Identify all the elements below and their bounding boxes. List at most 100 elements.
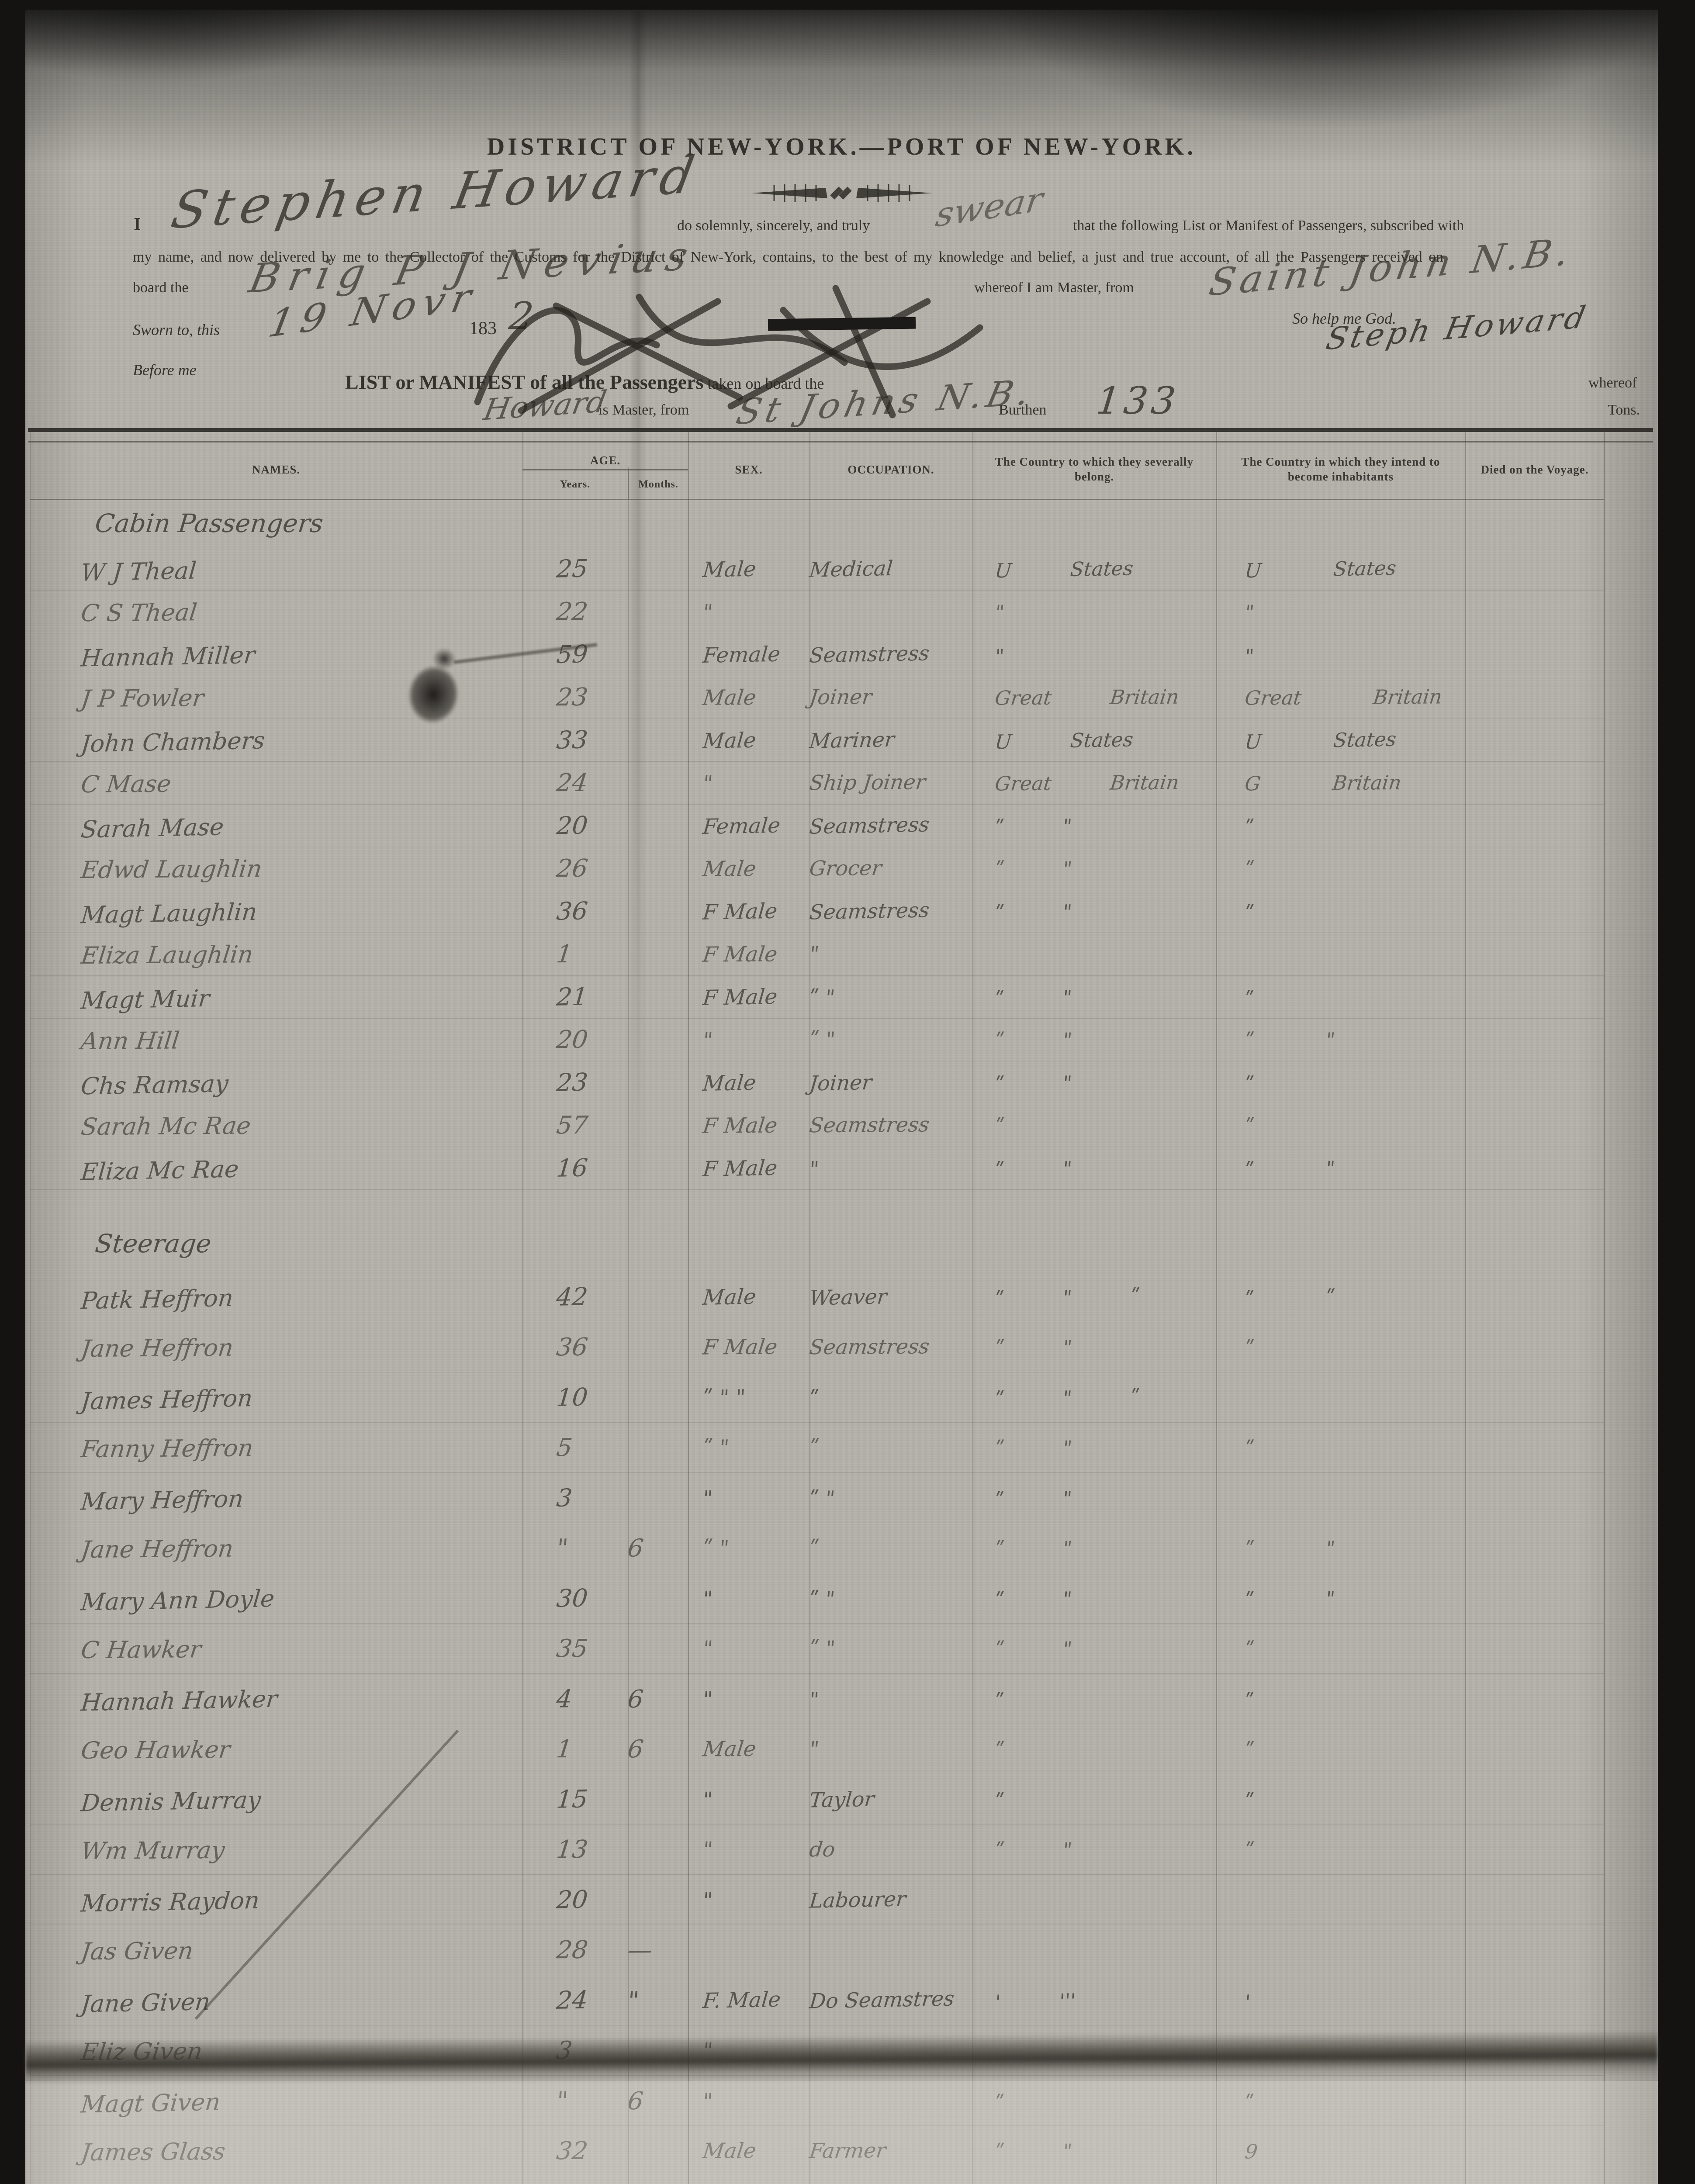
cell-inh: ʺ " xyxy=(1244,1586,1336,1612)
cell-name: Jane Heffron xyxy=(79,1334,235,1362)
table-row: Geo Hawker 1 6 Male " ʺ ʺ xyxy=(30,1724,1604,1774)
cell-name: Mary Ann Doyle xyxy=(80,1584,276,1616)
cell-m xyxy=(628,1598,688,1599)
cell-died xyxy=(1465,611,1604,612)
cell-inh: ʺ xyxy=(1243,1436,1256,1460)
cell-bel: U States xyxy=(994,728,1135,754)
cell-occ: " xyxy=(808,1687,820,1712)
cell-y: 35 xyxy=(555,1634,590,1663)
cell-sex: F Male xyxy=(701,1334,779,1360)
cell-name: Chs Ramsay xyxy=(80,1070,230,1100)
cell-bel: ʺ " xyxy=(994,900,1073,925)
cell-sex: Male xyxy=(702,728,757,753)
cell-inh xyxy=(1216,1496,1465,1500)
cell-occ: ʺ " xyxy=(808,1486,836,1511)
cell-y: 21 xyxy=(555,982,589,1012)
cell-sex: Male xyxy=(702,556,757,582)
header-years: Years. xyxy=(560,479,591,490)
cell-name: Hannah Hawker xyxy=(80,1685,279,1717)
table-row: Wm Murray 13 " do ʺ " ʺ xyxy=(30,1825,1604,1875)
table-row: Jane Heffron 36 F Male Seamstress ʺ " ʺ xyxy=(30,1322,1604,1372)
cell-bel: ʺ " xyxy=(993,1838,1073,1862)
table-row: Mary Ann Doyle 30 " ʺ " ʺ " ʺ " xyxy=(30,1573,1604,1624)
cell-name: Sarah Mase xyxy=(80,813,225,843)
cell-y: 36 xyxy=(555,897,589,926)
cell-m: 6 xyxy=(626,1534,645,1562)
cell-died xyxy=(1465,653,1605,656)
cell-died xyxy=(1465,910,1605,912)
cell-inh: ʺ xyxy=(1243,1114,1256,1138)
cell-y: 1 xyxy=(555,1735,574,1763)
cell-sex: ʺ " " xyxy=(702,1385,747,1411)
cell-name: Jane Heffron xyxy=(79,1534,235,1563)
cell-name: Jane Given xyxy=(80,1987,211,2018)
section-label-steerage: Steerage xyxy=(93,1229,213,1258)
cell-sex: " xyxy=(701,771,714,796)
table-row: Magt Laughlin 36 F Male Seamstress ʺ " ʺ xyxy=(30,890,1604,933)
table-row: C Hawker 35 " ʺ " ʺ " ʺ xyxy=(30,1624,1604,1674)
header-country-belong: The Country to which they severally belo… xyxy=(995,455,1194,483)
cell-sex: F Male xyxy=(702,1155,778,1182)
cell-sex: " xyxy=(702,1687,714,1712)
officer-signature: Steph Howard xyxy=(1323,299,1591,357)
cell-bel: ʺ " xyxy=(993,1028,1073,1052)
cell-y: 24 xyxy=(555,1985,589,2015)
cell-died xyxy=(1465,824,1605,827)
cell-sex: " xyxy=(702,1486,714,1511)
cell-occ: Taylor xyxy=(808,1787,875,1813)
tons-label: Tons. xyxy=(1608,402,1640,418)
cell-sex: Male xyxy=(701,685,758,710)
paper-fold-line xyxy=(633,10,642,1224)
cell-y: 22 xyxy=(555,597,590,626)
cell-y: 36 xyxy=(555,1333,590,1362)
cell-occ: Mariner xyxy=(808,728,896,753)
cell-died xyxy=(1465,1849,1604,1850)
cell-m xyxy=(628,1799,688,1800)
cell-y: 3 xyxy=(555,1483,574,1513)
cell-m xyxy=(628,1347,688,1348)
cell-occ: Labourer xyxy=(808,1887,907,1913)
cell-inh: ʺ xyxy=(1243,1738,1256,1762)
cell-inh: " xyxy=(1244,644,1255,668)
cell-name: C Mase xyxy=(79,770,173,798)
cell-bel: " xyxy=(994,644,1005,668)
cell-y: 23 xyxy=(555,683,590,712)
table-row: John Chambers 33 Male Mariner U States U Stat… xyxy=(30,719,1604,762)
cell-y: 20 xyxy=(555,1025,590,1054)
cell-occ: " xyxy=(808,1157,820,1182)
cell-occ: Joiner xyxy=(808,1071,873,1096)
cell-sex: " xyxy=(702,1586,714,1612)
table-row: Eliza Mc Rae 16 F Male " ʺ " ʺ " xyxy=(30,1147,1604,1190)
cell-bel: ʺ " xyxy=(994,1486,1073,1511)
table-row: James Heffron 10 ʺ " " ʺ ʺ " ʺ xyxy=(30,1372,1604,1423)
cell-occ xyxy=(809,1949,972,1951)
cell-inh: ' xyxy=(1244,1990,1252,2014)
cell-bel: ʺ " ʺ xyxy=(994,1385,1141,1411)
cell-occ: Seamstress xyxy=(808,1334,931,1359)
cell-died xyxy=(1465,1697,1605,1700)
cell-inh: ʺ xyxy=(1244,1072,1255,1096)
cell-y: 57 xyxy=(555,1111,590,1140)
cell-sex: " xyxy=(701,1028,714,1053)
cell-name: C Hawker xyxy=(79,1635,203,1664)
cell-occ: Weaver xyxy=(808,1284,888,1310)
cell-died xyxy=(1465,1999,1605,2001)
cell-died xyxy=(1465,1081,1605,1084)
cell-occ: ʺ xyxy=(808,1386,820,1411)
table-row: Morris Raydon 20 " Labourer xyxy=(30,1875,1604,1925)
cell-occ: ʺ " xyxy=(808,1028,837,1052)
table-row: C Mase 24 " Ship Joiner Great Britain G Brita… xyxy=(30,762,1604,805)
cell-occ: Seamstress xyxy=(808,641,931,668)
master-signature: Stephen Howard xyxy=(167,145,705,241)
whereof-right-label: whereof xyxy=(1588,375,1637,391)
cell-m xyxy=(628,1397,688,1398)
cell-bel: ʺ " ʺ xyxy=(994,1284,1141,1310)
cell-m: — xyxy=(626,1935,654,1964)
cell-inh: ʺ xyxy=(1244,816,1255,840)
cell-inh xyxy=(1216,1897,1465,1902)
cell-sex xyxy=(688,1949,809,1950)
column-line xyxy=(1604,428,1605,2184)
cell-occ: Medical xyxy=(808,556,894,582)
cell-died xyxy=(1465,1039,1604,1040)
cell-y: 4 xyxy=(555,1684,574,1714)
